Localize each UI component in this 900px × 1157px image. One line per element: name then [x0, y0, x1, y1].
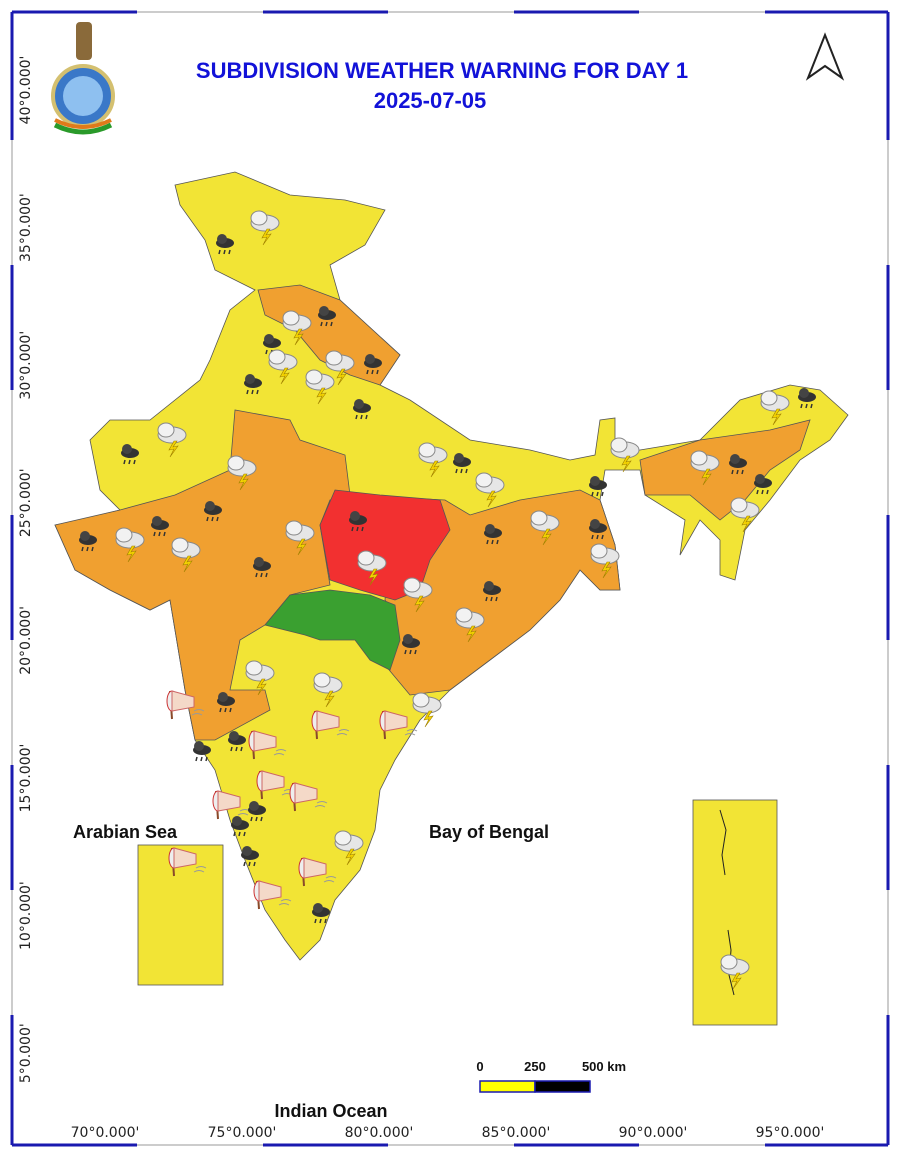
- latitude-label: 20°0.000': [18, 606, 34, 675]
- sea-label: Indian Ocean: [274, 1101, 387, 1121]
- india-map: [54, 171, 849, 1026]
- latitude-label: 30°0.000': [18, 331, 34, 400]
- longitude-label: 75°0.000': [208, 1125, 277, 1141]
- longitude-label: 95°0.000': [756, 1125, 825, 1141]
- map-date: 2025-07-05: [374, 88, 487, 113]
- north-arrow: [805, 32, 845, 81]
- emblem: [51, 22, 115, 135]
- latitude-label: 5°0.000': [18, 1023, 34, 1083]
- sea-label: Bay of Bengal: [429, 822, 549, 842]
- map-title: SUBDIVISION WEATHER WARNING FOR DAY 1: [196, 58, 688, 83]
- latitude-label: 40°0.000': [18, 56, 34, 125]
- longitude-label: 70°0.000': [71, 1125, 140, 1141]
- latitude-label: 15°0.000': [18, 744, 34, 813]
- longitude-label: 90°0.000': [619, 1125, 688, 1141]
- scale-label: 0: [476, 1059, 483, 1074]
- longitude-label: 80°0.000': [345, 1125, 414, 1141]
- longitude-label: 85°0.000': [482, 1125, 551, 1141]
- scale-label: 250: [524, 1059, 546, 1074]
- scale-bar: [479, 1080, 591, 1093]
- latitude-label: 35°0.000': [18, 193, 34, 262]
- scale-label: 500 km: [582, 1059, 626, 1074]
- latitude-label: 10°0.000': [18, 881, 34, 950]
- sea-label: Arabian Sea: [73, 822, 178, 842]
- latitude-label: 25°0.000': [18, 468, 34, 537]
- frame-ticks: [10, 10, 890, 1147]
